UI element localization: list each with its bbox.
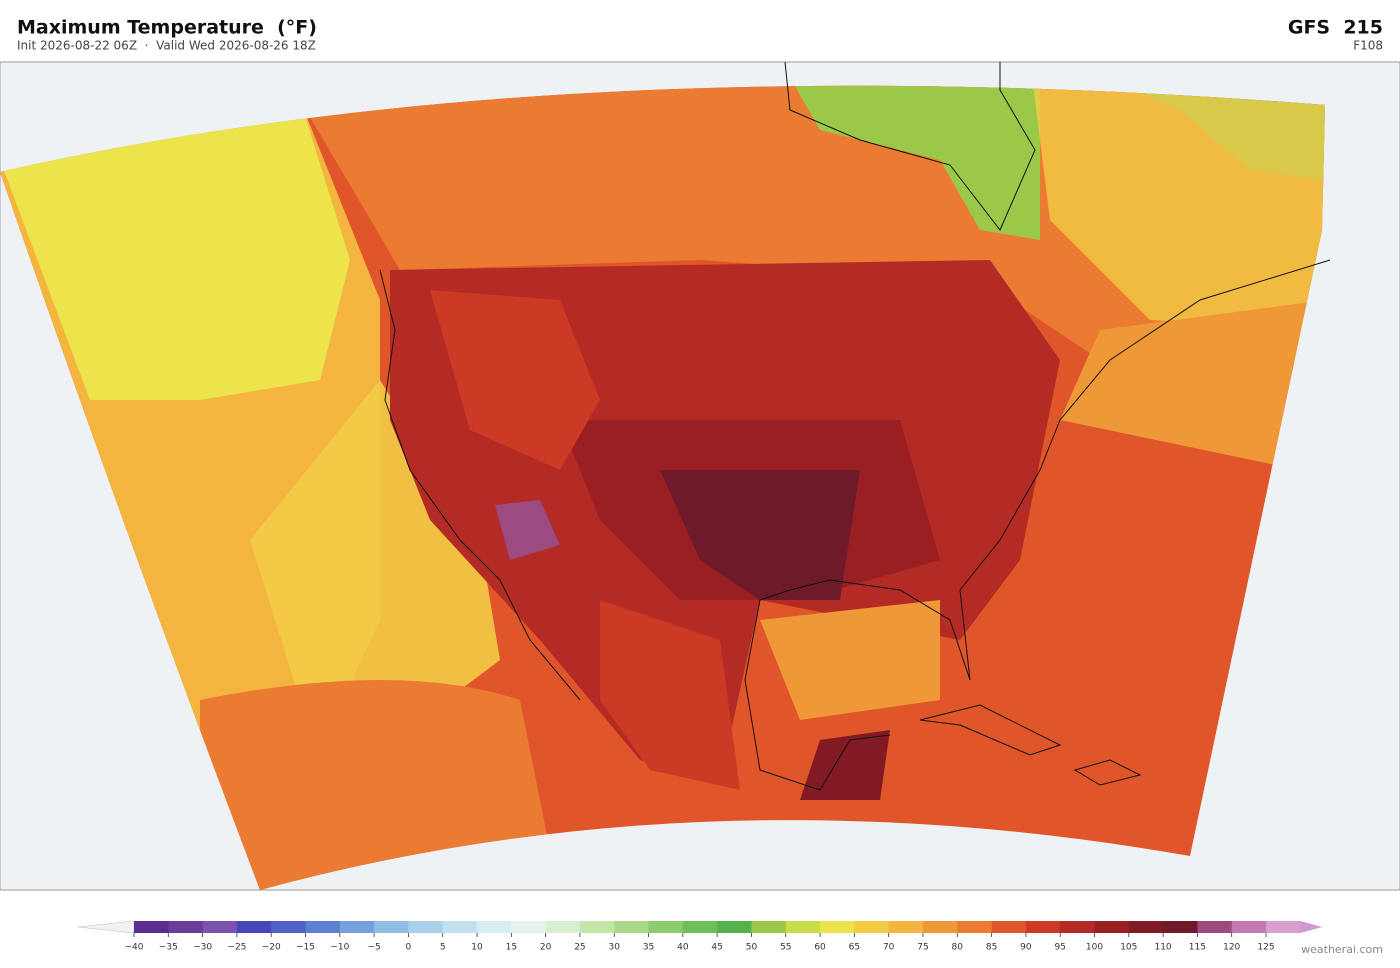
colorbar-segment	[614, 921, 650, 933]
colorbar-tick-label: −20	[262, 943, 281, 953]
colorbar-segment	[1197, 921, 1233, 933]
colorbar-segment	[374, 921, 409, 933]
colorbar-segment	[1231, 921, 1267, 933]
colorbar-segment	[168, 921, 204, 933]
colorbar-segment	[305, 921, 341, 933]
colorbar-tick-label: 65	[849, 943, 860, 953]
colorbar-tick-label: 55	[780, 943, 791, 953]
colorbar-segment	[1025, 921, 1061, 933]
colorbar-segment	[1060, 921, 1095, 933]
colorbar-tick-label: 50	[746, 943, 758, 953]
colorbar-tick-label: 35	[643, 943, 654, 953]
coastlines	[379, 61, 1331, 791]
colorbar: −40 −35 −30 −25 −20 −15 −10 −5 0 5 10 15 20 25 30 35 40 4…	[77, 920, 1323, 953]
colorbar-tick-label: 95	[1054, 943, 1065, 953]
colorbar-tick-label: −5	[367, 943, 380, 953]
coastline-west	[379, 269, 581, 701]
colorbar-under	[77, 920, 135, 934]
field-desert	[495, 500, 560, 560]
colorbar-tick-label: 75	[917, 943, 928, 953]
colorbar-segment	[991, 921, 1027, 933]
colorbar-tick-label: 70	[883, 943, 895, 953]
colorbar-tick-label: −25	[227, 943, 246, 953]
field-texas	[660, 470, 860, 600]
field-hudson	[780, 85, 1040, 240]
colorbar-tick-label: 30	[609, 943, 621, 953]
colorbar-tick-label: −40	[125, 943, 144, 953]
colorbar-segment	[751, 921, 787, 933]
field-baja-offshore	[250, 380, 500, 720]
colorbar-segment	[477, 921, 512, 933]
colorbar-segment	[442, 921, 478, 933]
colorbar-segment	[717, 921, 752, 933]
credit: weatherai.com	[1301, 943, 1383, 956]
colorbar-tick-label: 80	[952, 943, 964, 953]
colorbar-tick-label: 105	[1120, 943, 1137, 953]
colorbar-tick-label: 40	[677, 943, 689, 953]
colorbar-tick-label: −30	[193, 943, 212, 953]
colorbar-tick-label: 115	[1189, 943, 1206, 953]
colorbar-segment	[682, 921, 718, 933]
colorbar-tick-label: 25	[574, 943, 585, 953]
field-rockies	[430, 290, 600, 470]
colorbar-segment	[408, 921, 444, 933]
colorbar-tick-label: 90	[1020, 943, 1032, 953]
colorbar-segment	[922, 921, 958, 933]
colorbar-tick-label: −10	[330, 943, 349, 953]
colorbar-segment	[236, 921, 272, 933]
field-atlantic-north	[1060, 300, 1325, 470]
field-gulf	[760, 600, 940, 720]
coastline-cuba	[919, 704, 1062, 756]
colorbar-segment	[511, 921, 547, 933]
field-mexico	[600, 600, 740, 790]
field-quebec	[1030, 85, 1325, 330]
colorbar-tick-label: 10	[471, 943, 483, 953]
coastline-hispaniola	[1073, 759, 1142, 786]
colorbar-segment	[957, 921, 993, 933]
colorbar-tick-label: 5	[440, 943, 446, 953]
title: Maximum Temperature (°F)	[17, 17, 317, 39]
colorbar-segment	[545, 921, 581, 933]
temperature-field	[0, 85, 1325, 891]
colorbar-tick-label: 120	[1223, 943, 1240, 953]
model-label: GFS 215	[1288, 17, 1383, 39]
coastline-east	[759, 259, 1331, 681]
colorbar-segment	[785, 921, 821, 933]
colorbar-segment	[134, 921, 169, 933]
subtitle: Init 2026-08-22 06Z · Valid Wed 2026-08-…	[17, 39, 316, 53]
colorbar-tick-label: −15	[296, 943, 315, 953]
colorbar-tick-label: −35	[159, 943, 178, 953]
colorbar-tick-label: 125	[1257, 943, 1274, 953]
colorbar-tick-label: 0	[406, 943, 412, 953]
field-yucatan	[800, 730, 890, 800]
colorbar-tick-label: 85	[986, 943, 997, 953]
colorbar-segment	[820, 921, 855, 933]
colorbar-segment	[648, 921, 684, 933]
colorbar-segment	[271, 921, 307, 933]
colorbar-segment	[579, 921, 615, 933]
colorbar-segment	[202, 921, 238, 933]
colorbar-tick-label: 60	[814, 943, 826, 953]
colorbar-segment	[1094, 921, 1130, 933]
colorbar-segment	[339, 921, 375, 933]
colorbar-tick-label: 100	[1086, 943, 1103, 953]
colorbar-over	[1300, 921, 1323, 933]
colorbar-tick-label: 15	[506, 943, 517, 953]
colorbar-segment	[1128, 921, 1164, 933]
field-pacific-cool	[0, 100, 350, 400]
coastline-hudson	[784, 61, 1036, 231]
forecast-hour: F108	[1353, 39, 1383, 53]
colorbar-segment	[1266, 921, 1301, 933]
colorbar-segment	[888, 921, 924, 933]
colorbar-tick-label: 110	[1154, 943, 1171, 953]
colorbar-tick-label: 45	[711, 943, 722, 953]
colorbar-segment	[854, 921, 890, 933]
colorbar-tick-label: 20	[540, 943, 552, 953]
coastline-gulf	[744, 599, 891, 791]
colorbar-segment	[1163, 921, 1198, 933]
